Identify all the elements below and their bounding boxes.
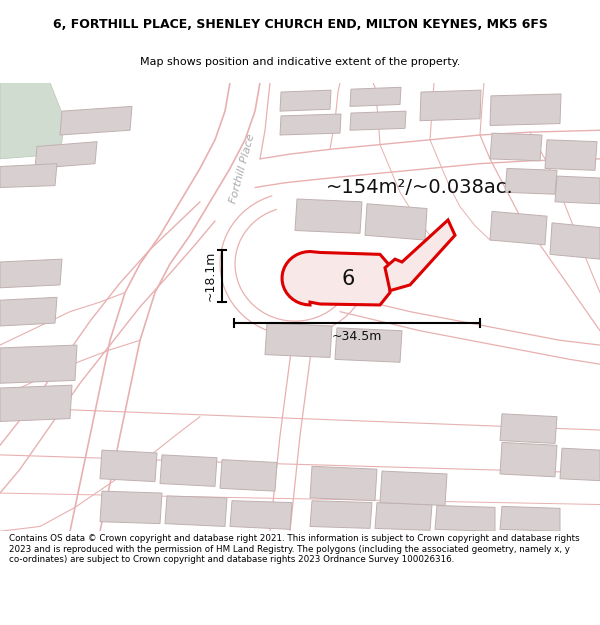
Polygon shape [335, 328, 402, 362]
Polygon shape [265, 323, 332, 357]
Text: Map shows position and indicative extent of the property.: Map shows position and indicative extent… [140, 57, 460, 67]
Polygon shape [490, 94, 561, 126]
Polygon shape [165, 496, 227, 526]
Polygon shape [550, 223, 600, 259]
Polygon shape [385, 220, 455, 291]
Polygon shape [0, 385, 72, 421]
Polygon shape [0, 82, 65, 159]
Polygon shape [380, 471, 447, 506]
Polygon shape [500, 414, 557, 443]
Polygon shape [35, 142, 97, 168]
Polygon shape [500, 506, 560, 531]
Polygon shape [490, 211, 547, 245]
Text: ~18.1m: ~18.1m [203, 251, 217, 301]
Text: 6: 6 [341, 269, 355, 289]
Polygon shape [375, 503, 432, 530]
Polygon shape [310, 466, 377, 501]
Polygon shape [365, 204, 427, 240]
Text: Contains OS data © Crown copyright and database right 2021. This information is : Contains OS data © Crown copyright and d… [9, 534, 580, 564]
Polygon shape [350, 88, 401, 106]
Polygon shape [545, 140, 597, 171]
Text: ~34.5m: ~34.5m [332, 330, 382, 343]
Text: 6, FORTHILL PLACE, SHENLEY CHURCH END, MILTON KEYNES, MK5 6FS: 6, FORTHILL PLACE, SHENLEY CHURCH END, M… [53, 18, 547, 31]
Polygon shape [0, 164, 57, 188]
Polygon shape [310, 501, 372, 528]
Polygon shape [420, 90, 481, 121]
Polygon shape [490, 133, 542, 161]
Polygon shape [0, 345, 77, 383]
Polygon shape [60, 106, 132, 135]
Polygon shape [555, 176, 600, 204]
Polygon shape [500, 442, 557, 477]
Text: Forthill Place: Forthill Place [228, 132, 256, 204]
Polygon shape [295, 199, 362, 233]
Polygon shape [0, 259, 62, 288]
Polygon shape [350, 111, 406, 130]
Polygon shape [505, 168, 557, 194]
Polygon shape [230, 501, 292, 529]
Polygon shape [282, 251, 390, 305]
Polygon shape [0, 298, 57, 326]
Polygon shape [220, 459, 277, 491]
Polygon shape [100, 450, 157, 482]
Polygon shape [160, 455, 217, 486]
Polygon shape [280, 90, 331, 111]
Polygon shape [560, 448, 600, 481]
Polygon shape [100, 491, 162, 524]
Polygon shape [435, 506, 495, 531]
Polygon shape [280, 114, 341, 135]
Text: ~154m²/~0.038ac.: ~154m²/~0.038ac. [326, 178, 514, 197]
